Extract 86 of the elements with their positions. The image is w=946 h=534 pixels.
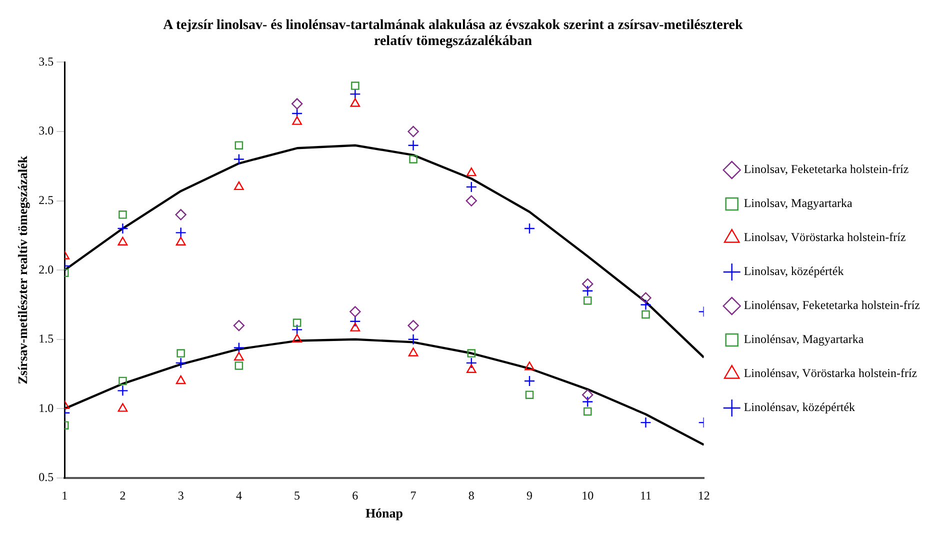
legend-label: Linolsav, Magyartarka: [744, 196, 854, 210]
x-tick-label: 12: [698, 488, 710, 502]
point: [118, 403, 128, 412]
point: [175, 227, 186, 238]
point: [350, 306, 361, 318]
point: [233, 320, 245, 332]
x-tick-label: 5: [294, 488, 300, 502]
point: [524, 362, 534, 370]
x-tick-label: 2: [120, 488, 126, 502]
point: [233, 342, 245, 354]
x-tick-label: 8: [468, 488, 474, 502]
point: [640, 292, 652, 304]
x-tick-label: 7: [410, 488, 416, 502]
point: [582, 396, 594, 408]
point: [524, 375, 536, 387]
point: [408, 320, 419, 332]
x-tick-label: 4: [236, 488, 242, 502]
point: [234, 352, 244, 361]
point: [233, 154, 245, 165]
point: [582, 278, 594, 290]
x-axis-title: Hónap: [365, 506, 404, 521]
x-tick-label: 11: [640, 488, 652, 502]
x-tick-label: 1: [62, 488, 68, 502]
point: [582, 389, 594, 400]
point: [640, 299, 652, 310]
point: [175, 209, 186, 220]
point: [176, 236, 186, 246]
point: [118, 376, 127, 386]
point: [234, 141, 244, 150]
point: [583, 296, 592, 305]
point: [292, 334, 302, 342]
point: [117, 222, 128, 234]
point: [408, 140, 419, 151]
legend-label: Linolénsav, Vöröstarka holstein-fríz: [744, 366, 918, 380]
point: [466, 167, 476, 176]
point: [176, 349, 185, 358]
point: [350, 316, 361, 327]
legend-label: Linolénsav, Feketetarka holstein-fríz: [744, 298, 920, 312]
legend-label: Linolsav, Feketetarka holstein-fríz: [744, 162, 909, 176]
point: [118, 236, 128, 246]
point: [118, 210, 127, 219]
point: [524, 222, 536, 234]
point: [234, 362, 244, 370]
point: [351, 82, 360, 90]
point: [350, 98, 360, 107]
point: [408, 126, 419, 138]
point: [466, 181, 477, 193]
y-axis-title: Zsírsav-metilészter realtív tömegszázalék: [15, 155, 30, 384]
x-tick-label: 6: [352, 488, 358, 502]
legend-label: Linolénsav, középérték: [744, 400, 856, 414]
point: [176, 375, 186, 384]
y-tick-label: 1.5: [38, 332, 54, 346]
point: [175, 357, 186, 369]
point: [525, 390, 534, 399]
x-tick-label: 9: [526, 488, 533, 502]
chart-title: A tejzsír linolsav- és linolénsav-tartalmának alakulása az évszakok szerint a zsírsav-metilészterek relatív tömegszázalékában: [162, 17, 744, 51]
y-tick-label: 2.0: [38, 262, 54, 276]
point: [466, 357, 477, 369]
point: [582, 285, 594, 296]
x-tick-label: 10: [582, 488, 594, 502]
point: [467, 349, 476, 358]
point: [291, 98, 303, 110]
legend-label: Linolénsav, Magyartarka: [744, 332, 864, 346]
point: [642, 310, 650, 319]
legend-label: Linolsav, középérték: [744, 264, 844, 278]
point: [408, 334, 419, 345]
point: [408, 348, 418, 356]
point: [292, 318, 302, 327]
point: [350, 88, 361, 100]
point: [350, 322, 360, 332]
point: [640, 416, 652, 428]
point: [583, 407, 592, 416]
y-tick-label: 2.5: [38, 192, 54, 207]
y-tick-label: 3.5: [38, 54, 54, 68]
y-tick-label: 1.0: [38, 400, 54, 415]
point: [234, 181, 244, 190]
legend-label: Linolsav, Vöröstarka holstein-fríz: [744, 230, 906, 244]
x-tick-label: 3: [178, 488, 184, 502]
y-tick-label: 3.0: [38, 124, 54, 138]
point: [292, 116, 302, 125]
point: [291, 324, 303, 336]
y-tick-label: 0.5: [38, 470, 54, 484]
point: [466, 364, 476, 373]
point: [409, 155, 418, 164]
point: [117, 385, 128, 396]
point: [466, 195, 477, 206]
